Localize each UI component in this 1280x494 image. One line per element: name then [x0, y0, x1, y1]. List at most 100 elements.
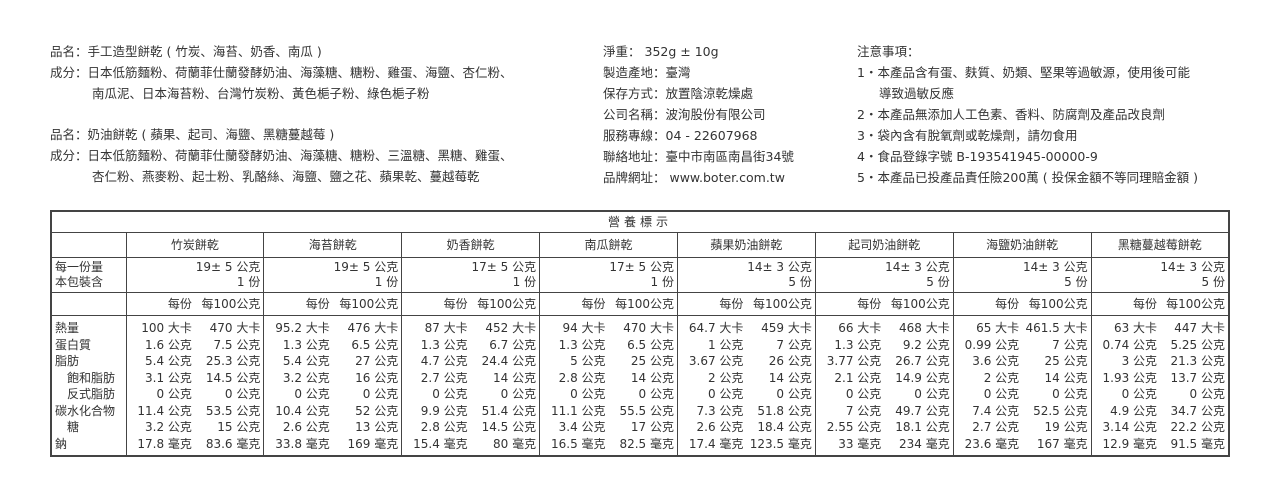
per-100g-value: 15 公克	[217, 420, 261, 434]
product-ingredients: 品名：手工造型餅乾 ( 竹炭、海苔、奶香、南瓜 ) 成分：日本低筋麵粉、荷蘭菲仕…	[50, 41, 513, 187]
nutrient-label: 反式脂肪	[55, 387, 116, 401]
per-serving-value: 100 大卡	[125, 315, 195, 337]
servings-per-pack: 1 份	[512, 275, 537, 289]
nutrient-label: 飽和脂肪	[55, 370, 116, 385]
per-100g-value: 123.5 毫克	[749, 436, 812, 451]
serving-size: 14± 3 公克	[885, 260, 950, 274]
product-name-1: 品名：手工造型餅乾 ( 竹炭、海苔、奶香、南瓜 )	[50, 41, 513, 62]
per-100g-value: 0 公克	[500, 387, 537, 401]
servings-per-pack: 5 份	[788, 275, 812, 289]
per-100g-value: 22.2 公克	[1170, 420, 1225, 434]
nutrition-table: 營養標示 竹炭餅乾 海苔餅乾 奶香餅乾 南瓜餅乾 蘋果奶油餅乾 起司奶油餅乾 海鹽奶油餅乾 黑糖…	[50, 210, 1230, 457]
per-100g-value: 14.5 公克	[481, 420, 537, 434]
product-header: 起司奶油餅乾	[814, 232, 954, 258]
per-100g-header: 每100公克	[1022, 292, 1092, 316]
serving-labels: 每一份量 本包裝含	[51, 257, 126, 293]
serving-size: 14± 3 公克	[1023, 260, 1088, 274]
per-100g-header: 每100公克	[608, 292, 678, 316]
table-row: 鈉 17.8 毫克 83.6 毫克 33.8 毫克 169 毫克 15.4 毫克 80 毫克…	[51, 435, 1229, 456]
per-serving-value: 5.4 公克	[263, 353, 333, 370]
per-100g-value: 5.25 公克	[1170, 337, 1225, 352]
per-serving-value: 2.55 公克	[814, 419, 885, 436]
product-header: 黑糖蔓越莓餅乾	[1090, 232, 1229, 258]
table-row: 每份 每100公克 每份 每100公克 每份 每100公克 每份 每100公克 每份 每100公克…	[51, 292, 1229, 316]
nutrient-label: 糖	[55, 420, 80, 434]
product-info: 淨重： 352g ± 10g 製造產地：臺灣 保存方式：放置陰涼乾燥處 公司名稱：波洵…	[603, 41, 794, 188]
serving-size: 17± 5 公克	[471, 260, 537, 274]
per-100g-value: 6.5 公克	[627, 337, 674, 352]
info-label: 品牌網址：	[603, 170, 666, 185]
per-serving-value: 1.6 公克	[125, 336, 195, 353]
per-serving-value: 64.7 大卡	[677, 315, 747, 337]
per-100g-value: 0 公克	[1052, 387, 1088, 401]
per-serving-value: 0 公克	[1090, 386, 1161, 403]
per-serving-value: 11.1 公克	[539, 402, 609, 419]
per-serving-value: 3.77 公克	[814, 353, 885, 370]
pack-label: 本包裝含	[55, 275, 104, 289]
per-100g-value: 476 大卡	[347, 321, 399, 335]
info-value: 臺灣	[665, 65, 691, 80]
per-serving-value: 1 公克	[677, 336, 747, 353]
per-100g-value: 18.1 公克	[895, 420, 950, 434]
info-label: 製造產地：	[603, 65, 666, 80]
info-line: 聯絡地址：臺中市南區南昌街34號	[603, 146, 794, 167]
per-100g-value: 17 公克	[630, 420, 674, 434]
per-100g-value: 52 公克	[355, 403, 399, 418]
per-serving-value: 0 公克	[539, 386, 609, 403]
serving-cell: 17± 5 公克 1 份	[539, 257, 678, 293]
per-100g-header: 每100公克	[746, 292, 816, 316]
servings-per-pack: 1 份	[236, 275, 261, 289]
table-row: 竹炭餅乾 海苔餅乾 奶香餅乾 南瓜餅乾 蘋果奶油餅乾 起司奶油餅乾 海鹽奶油餅乾 黑糖蔓越莓餅…	[51, 232, 1229, 258]
per-serving-header: 每份	[1090, 292, 1161, 316]
value: 日本低筋麵粉、荷蘭菲仕蘭發酵奶油、海藻糖、糖粉、雞蛋、海鹽、杏仁粉、	[87, 65, 513, 80]
table-row: 蛋白質 1.6 公克 7.5 公克 1.3 公克 6.5 公克 1.3 公克 6.7 公克 1…	[51, 336, 1229, 353]
serving-cell: 17± 5 公克 1 份	[401, 257, 540, 293]
per-serving-header: 每份	[539, 292, 609, 316]
per-serving-value: 33.8 毫克	[263, 435, 333, 456]
info-label: 服務專線：	[603, 128, 666, 143]
per-100g-value: 49.7 公克	[895, 403, 950, 418]
per-100g-value: 53.5 公克	[205, 403, 261, 418]
serving-cell: 14± 3 公克 5 份	[677, 257, 816, 293]
per-serving-value: 17.8 毫克	[125, 435, 195, 456]
info-line: 公司名稱：波洵股份有限公司	[603, 104, 794, 125]
per-serving-value: 66 大卡	[814, 315, 885, 337]
per-100g-value: 51.4 公克	[481, 403, 537, 418]
serving-cell: 14± 3 公克 5 份	[814, 257, 954, 293]
per-serving-value: 0 公克	[952, 386, 1023, 403]
per-serving-value: 1.93 公克	[1090, 369, 1161, 386]
table-row: 營養標示	[51, 211, 1229, 233]
notes-title: 注意事項：	[857, 44, 920, 59]
ingredients-1-cont: 南瓜泥、日本海苔粉、台灣竹炭粉、黃色梔子粉、綠色梔子粉	[92, 86, 430, 101]
serving-size: 19± 5 公克	[195, 260, 261, 274]
per-serving-value: 0 公克	[401, 386, 471, 403]
per-100g-value: 26 公克	[768, 354, 812, 368]
per-serving-header: 每份	[952, 292, 1023, 316]
per-100g-value: 80 毫克	[493, 436, 537, 451]
table-row: 脂肪 5.4 公克 25.3 公克 5.4 公克 27 公克 4.7 公克 24.4 公克 5…	[51, 353, 1229, 370]
label: 品名：	[50, 44, 88, 59]
per-100g-value: 167 毫克	[1036, 436, 1088, 451]
per-100g-value: 9.2 公克	[902, 337, 950, 352]
table-row: 糖 3.2 公克 15 公克 2.6 公克 13 公克 2.8 公克 14.5 公克 3.4 …	[51, 419, 1229, 436]
notes: 注意事項： 1・本產品含有蛋、麩質、奶類、堅果等過敏源，使用後可能 導致過敏反應 2…	[857, 41, 1198, 188]
serving-cell: 14± 3 公克 5 份	[952, 257, 1092, 293]
nutrient-label: 蛋白質	[55, 337, 92, 352]
label: 成分：	[50, 65, 88, 80]
note-item: 2・本產品無添加人工色素、香料、防腐劑及產品改良劑	[857, 107, 1165, 122]
per-100g-value: 24.4 公克	[481, 354, 537, 368]
note-item: 5・本產品已投產品責任險200萬 ( 投保金額不等同理賠金額 )	[857, 170, 1198, 185]
per-serving-value: 5 公克	[539, 353, 609, 370]
nutrient-label: 熱量	[55, 321, 80, 335]
servings-per-pack: 1 份	[650, 275, 674, 289]
per-100g-value: 34.7 公克	[1170, 403, 1225, 418]
per-serving-value: 9.9 公克	[401, 402, 471, 419]
info-value: 臺中市南區南昌街34號	[665, 149, 794, 164]
per-serving-value: 0 公克	[677, 386, 747, 403]
info-line: 品牌網址： www.boter.com.tw	[603, 167, 794, 188]
info-value[interactable]: www.boter.com.tw	[665, 170, 785, 185]
per-serving-value: 12.9 毫克	[1090, 435, 1161, 456]
per-100g-value: 51.8 公克	[757, 403, 812, 418]
note-item: 1・本產品含有蛋、麩質、奶類、堅果等過敏源，使用後可能	[857, 65, 1190, 80]
per-serving-value: 3 公克	[1090, 353, 1161, 370]
